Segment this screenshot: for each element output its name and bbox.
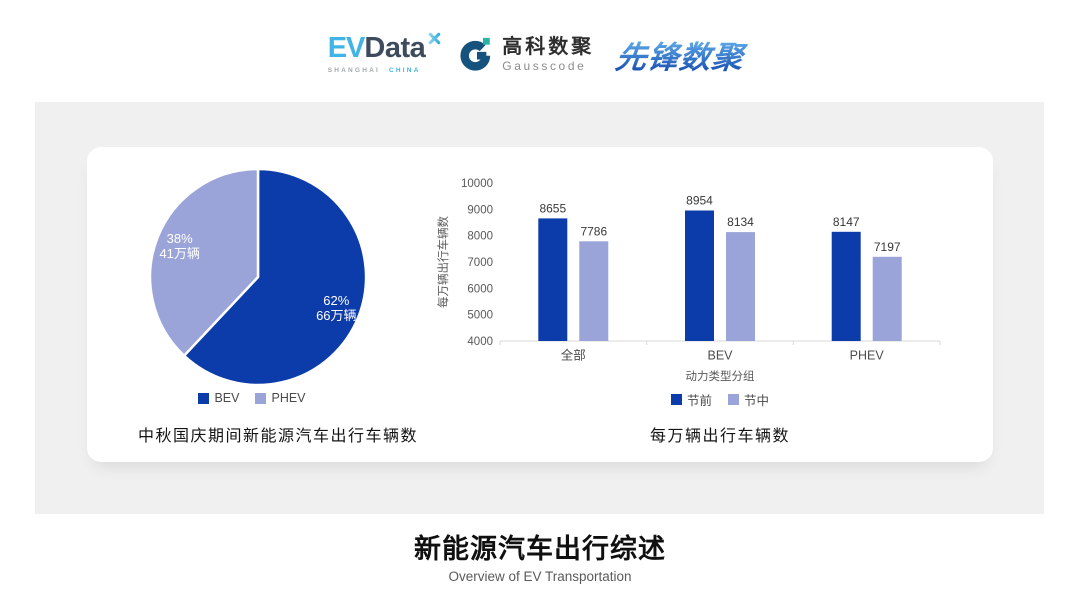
pie-chart: 62% 66万辆 38% 41万辆 [148,167,368,387]
y-tick-label: 8000 [467,231,493,243]
evdata-data-text: Data [364,32,426,64]
pie-slice-bev [182,167,368,387]
bar-y-axis-title: 每万辆出行车辆数 [436,216,450,308]
legend-swatch-bev [198,392,210,404]
evdata-wordmark: EV Data [328,34,443,63]
y-tick-label: 5000 [467,310,493,322]
gausscode-logo: 高科数聚 Gausscode [460,36,594,73]
evdata-shanghai-text: SHANGHAI [327,67,380,74]
gausscode-en-text: Gausscode [502,58,587,73]
pie-legend-item-bev: BEV [198,391,239,405]
pie-legend-label-bev: BEV [214,391,240,405]
y-tick-label: 9000 [467,204,493,216]
gausscode-cn-text: 高科数聚 [502,35,595,58]
bar-value-label: 7786 [580,224,607,238]
bar-节中-全部 [579,241,609,341]
pie-slice-label: 62% 66万辆 [316,293,356,323]
evdata-x-spark-icon [427,31,442,46]
pioneer-logo: 先锋数聚 [610,32,756,77]
evdata-subtext: SHANGHAI CHINA [328,67,421,74]
pie-slice-label: 38% 41万辆 [159,231,199,261]
legend-swatch-mid-holiday [728,394,739,405]
y-tick-label: 10000 [461,178,493,190]
bar-节前-BEV [685,210,714,341]
y-tick-label: 6000 [467,283,493,295]
page-subtitle: Overview of EV Transportation [448,569,632,584]
bar-plot: 4000 5000 6000 7000 8000 9000 10000 全部 8655 7786 B… [461,178,941,363]
bar-legend-label-mid: 节中 [744,394,770,408]
gausscode-text: 高科数聚 Gausscode [502,36,594,73]
bar-x-axis-title: 动力类型分组 [686,369,755,383]
x-axis-line [499,340,941,345]
bar-value-label: 8134 [727,215,754,229]
evdata-ev-text: EV [327,32,366,64]
bar-legend-label-pre: 节前 [686,394,712,408]
bar-value-label: 8147 [833,215,860,229]
x-category-label: 全部 [561,348,586,363]
bar-节中-BEV [726,232,755,341]
pie-legend-label-phev: PHEV [271,391,306,405]
evdata-logo: EV Data SHANGHAI CHINA [328,34,443,75]
bar-节前-全部 [538,218,568,341]
bar-value-label: 8655 [539,201,566,215]
chart-card: 62% 66万辆 38% 41万辆 BEV PHEV 中秋国庆期间新能源汽车出行车辆数… [87,147,993,462]
bar-节中-PHEV [872,256,902,341]
pie-legend-item-phev: PHEV [255,391,306,405]
y-tick-label: 7000 [467,257,493,269]
legend-swatch-phev [255,392,267,404]
bar-chart: 每万辆出行车辆数 动力类型分组 4000 5000 6000 7000 8000 9000… [436,178,941,383]
logo-bar: EV Data SHANGHAI CHINA 高科数聚 Gausscode 先锋… [0,28,1080,80]
gausscode-g-icon [460,37,491,71]
bar-legend-item-pre: 节前 [670,390,712,409]
x-category-label: PHEV [850,349,885,363]
legend-swatch-pre-holiday [670,394,682,405]
bar-legend-item-mid: 节中 [728,390,769,409]
bar-value-label: 8954 [686,194,713,208]
pie-legend: BEV PHEV [87,391,417,405]
bar-chart-title: 每万辆出行车辆数 [649,428,790,445]
bar-legend: 节前 节中 [500,390,940,409]
bar-节前-PHEV [831,231,861,341]
x-category-label: BEV [707,349,733,363]
pie-slice-phev [148,167,260,357]
evdata-china-text: CHINA [389,67,421,74]
y-tick-label: 4000 [467,336,493,348]
pie-chart-title: 中秋国庆期间新能源汽车出行车辆数 [137,428,418,445]
page-title: 新能源汽车出行综述 [414,534,666,564]
bar-value-label: 7197 [874,240,901,254]
